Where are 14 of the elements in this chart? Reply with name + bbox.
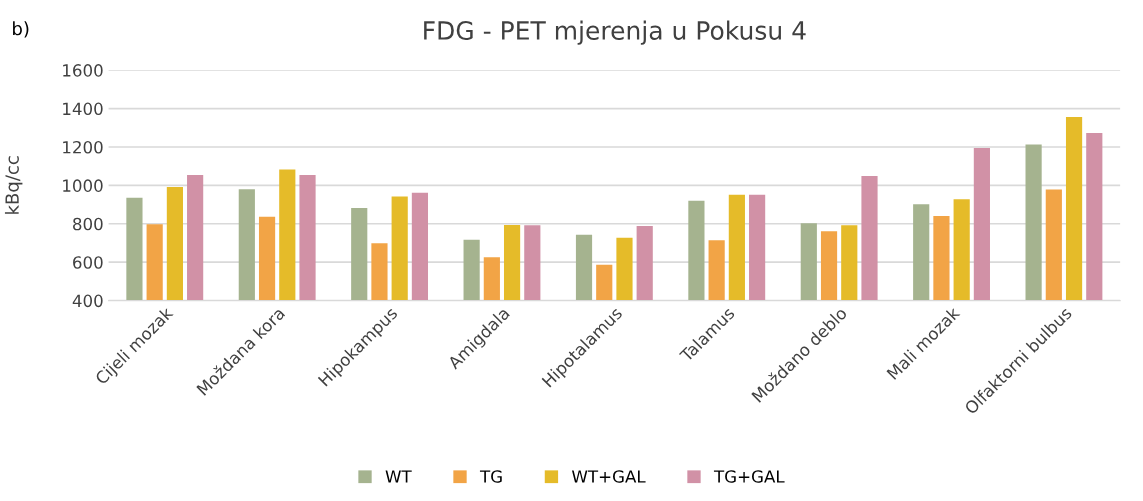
chart-title: FDG - PET mjerenja u Pokusu 4	[424, 20, 806, 45]
y-tick-label: 600	[73, 256, 103, 269]
y-tick-label: 1600	[63, 64, 103, 77]
legend-label: WT	[385, 470, 412, 483]
y-axis-title: kBq/cc	[4, 156, 23, 214]
legend-label: WT+GAL	[571, 470, 646, 483]
y-tick-label: 400	[72, 294, 103, 308]
legend-label: TG	[479, 470, 502, 483]
y-tick-label: 800	[73, 217, 103, 231]
text: b)	[13, 21, 29, 38]
legend-label: TG+GAL	[713, 470, 785, 483]
y-tick-label: 1000	[63, 179, 103, 192]
y-tick-label: 1200	[63, 140, 103, 154]
y-tick-label: 1400	[63, 102, 103, 116]
